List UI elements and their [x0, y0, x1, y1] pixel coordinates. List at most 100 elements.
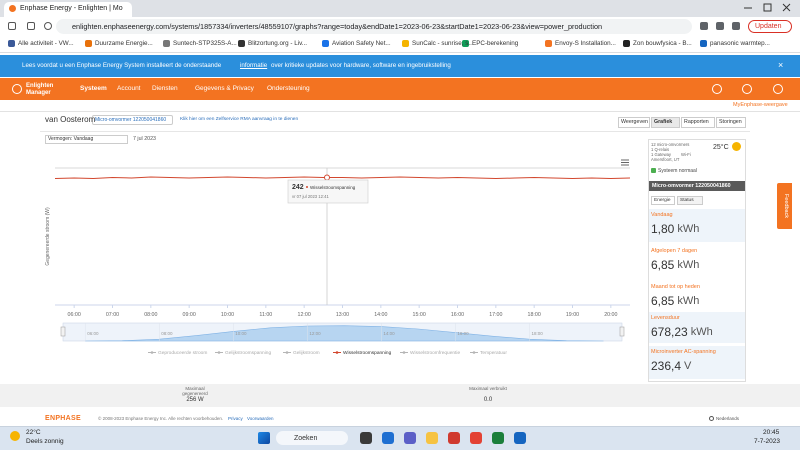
- x-tick-label: 12:00: [298, 312, 311, 318]
- banner-link[interactable]: informatie: [240, 62, 268, 69]
- x-tick-label: 11:00: [259, 312, 272, 318]
- maximize-icon: [763, 3, 772, 12]
- taskbar-app[interactable]: [470, 432, 482, 444]
- legend-item[interactable]: Geproduceerde stroom: [158, 350, 207, 356]
- taskbar-app[interactable]: [382, 432, 394, 444]
- nav-icon[interactable]: [773, 84, 783, 94]
- view-tab[interactable]: [681, 117, 715, 128]
- view-link[interactable]: MyEnphase-weergave: [733, 102, 788, 108]
- range-select-text[interactable]: Vermogen: Vandaag: [48, 136, 94, 142]
- view-tab[interactable]: [651, 117, 680, 128]
- bookmark[interactable]: Blitzortung.org - Liv...: [248, 40, 308, 47]
- legend-swatch-dot: [150, 351, 154, 354]
- device-select-text[interactable]: Micro-omvormer 122050041860: [95, 116, 167, 123]
- view-tab-label[interactable]: Storingen: [719, 119, 742, 125]
- toolbar-icon[interactable]: [700, 22, 708, 30]
- navigator-area: [85, 325, 604, 342]
- search-box[interactable]: [276, 431, 348, 445]
- bookmark[interactable]: SunCalc - sunrise, s...: [412, 40, 474, 47]
- panel-tab-label[interactable]: Status: [680, 197, 694, 203]
- nav-item[interactable]: Systeem: [80, 85, 107, 92]
- navigator-tick-label: 06:00: [87, 331, 99, 336]
- banner-close[interactable]: ×: [778, 60, 784, 70]
- url-text[interactable]: enlighten.enphaseenergy.com/systems/1857…: [72, 22, 603, 31]
- bookmark[interactable]: Alle activiteit - VW...: [18, 40, 74, 47]
- update-button-label[interactable]: Updaten: [755, 23, 782, 30]
- view-tab[interactable]: [716, 117, 746, 128]
- bookmark[interactable]: Envoy-S Installation...: [555, 40, 616, 47]
- legend-item[interactable]: Gelijkstroomspanning: [225, 350, 271, 356]
- footer-copyright: © 2008-2023 Enphase Energy Inc. Alle rec…: [98, 416, 224, 421]
- view-tab-label[interactable]: Rapporten: [684, 119, 709, 125]
- legend-item[interactable]: Wisselstroomspanning: [343, 350, 392, 356]
- toolbar-icon[interactable]: [732, 22, 740, 30]
- legend-item[interactable]: Wisselstroomfrequentie: [410, 350, 460, 356]
- menu-icon: [621, 159, 629, 166]
- nav-button[interactable]: [44, 22, 52, 30]
- panel-tab[interactable]: [677, 196, 703, 205]
- nav-item[interactable]: Diensten: [152, 85, 178, 92]
- bookmark-icon: [462, 40, 469, 47]
- footer-link[interactable]: Privacy: [228, 416, 243, 421]
- navigator-handle[interactable]: [619, 326, 625, 337]
- navigator-handle[interactable]: [60, 326, 66, 337]
- bookmark[interactable]: Aviation Safety Net...: [332, 40, 391, 47]
- view-tab-label[interactable]: Weergeven: [621, 119, 648, 125]
- footer-logo: ENPHASE: [45, 415, 81, 422]
- tooltip-box: [287, 179, 369, 204]
- rma-link[interactable]: Klik hier om een Zelfservice RMA aanvraa…: [180, 116, 299, 122]
- url-field[interactable]: [56, 19, 692, 34]
- taskbar-app[interactable]: [404, 432, 416, 444]
- feedback-tab[interactable]: [777, 183, 792, 229]
- status-check: [651, 168, 656, 173]
- nav-item[interactable]: Ondersteuning: [267, 85, 310, 92]
- view-tab[interactable]: [618, 117, 650, 128]
- panel-tab[interactable]: [651, 196, 675, 205]
- weather-taskbar-icon[interactable]: [10, 431, 20, 441]
- bookmark[interactable]: EPC-berekening: [472, 40, 519, 47]
- taskbar-temperature[interactable]: 22°C: [26, 429, 41, 436]
- language-icon: [709, 416, 714, 421]
- legend-item[interactable]: Temperatuur: [480, 350, 507, 356]
- bookmark[interactable]: panasonic warmtep...: [710, 40, 770, 47]
- taskbar-app[interactable]: [492, 432, 504, 444]
- legend-item[interactable]: Gelijkstroom: [293, 350, 320, 356]
- search-placeholder[interactable]: Zoeken: [294, 434, 318, 442]
- close-icon: [782, 3, 791, 12]
- summary-value: 256 W: [186, 397, 204, 403]
- bookmark[interactable]: Duurzame Energie...: [95, 40, 153, 47]
- bookmark-icon: [322, 40, 329, 47]
- metric-label: Afgelopen 7 dagen: [651, 248, 698, 254]
- metric-value: 678,23: [651, 325, 688, 339]
- view-tab-label[interactable]: Grafiek: [654, 119, 673, 125]
- tab-title[interactable]: Enphase Energy - Enlighten | Mo: [20, 5, 123, 12]
- feedback-label[interactable]: Feedback: [782, 193, 789, 219]
- range-select[interactable]: [45, 135, 128, 144]
- navigator-tick-label: 10:00: [235, 331, 247, 336]
- start-button[interactable]: [258, 432, 270, 444]
- taskbar-app[interactable]: [448, 432, 460, 444]
- language-select[interactable]: Nederlands: [716, 416, 740, 421]
- nav-item[interactable]: Account: [117, 85, 141, 92]
- nav-button[interactable]: [27, 22, 35, 30]
- taskbar-app[interactable]: [360, 432, 372, 444]
- bookmark-icon: [8, 40, 15, 47]
- device-select[interactable]: [92, 115, 173, 125]
- panel-tab-label[interactable]: Energie: [654, 197, 671, 203]
- bookmark-icon: [700, 40, 707, 47]
- nav-item[interactable]: Gegevens & Privacy: [195, 85, 254, 92]
- update-button[interactable]: [748, 20, 792, 33]
- nav-button[interactable]: [8, 22, 16, 30]
- taskbar-app[interactable]: [426, 432, 438, 444]
- bookmark[interactable]: Suntech-STP325S-A...: [173, 40, 237, 47]
- footer-link[interactable]: Voorwaarden: [247, 416, 274, 421]
- taskbar-app[interactable]: [514, 432, 526, 444]
- x-tick-label: 10:00: [221, 312, 234, 318]
- bookmark[interactable]: Zon bouwfysica - B...: [633, 40, 692, 47]
- metric-value: 1,80: [651, 222, 675, 236]
- nav-icon[interactable]: [712, 84, 722, 94]
- toolbar-icon[interactable]: [716, 22, 724, 30]
- nav-icon[interactable]: [742, 84, 752, 94]
- taskbar-weather[interactable]: Deels zonnig: [26, 437, 64, 445]
